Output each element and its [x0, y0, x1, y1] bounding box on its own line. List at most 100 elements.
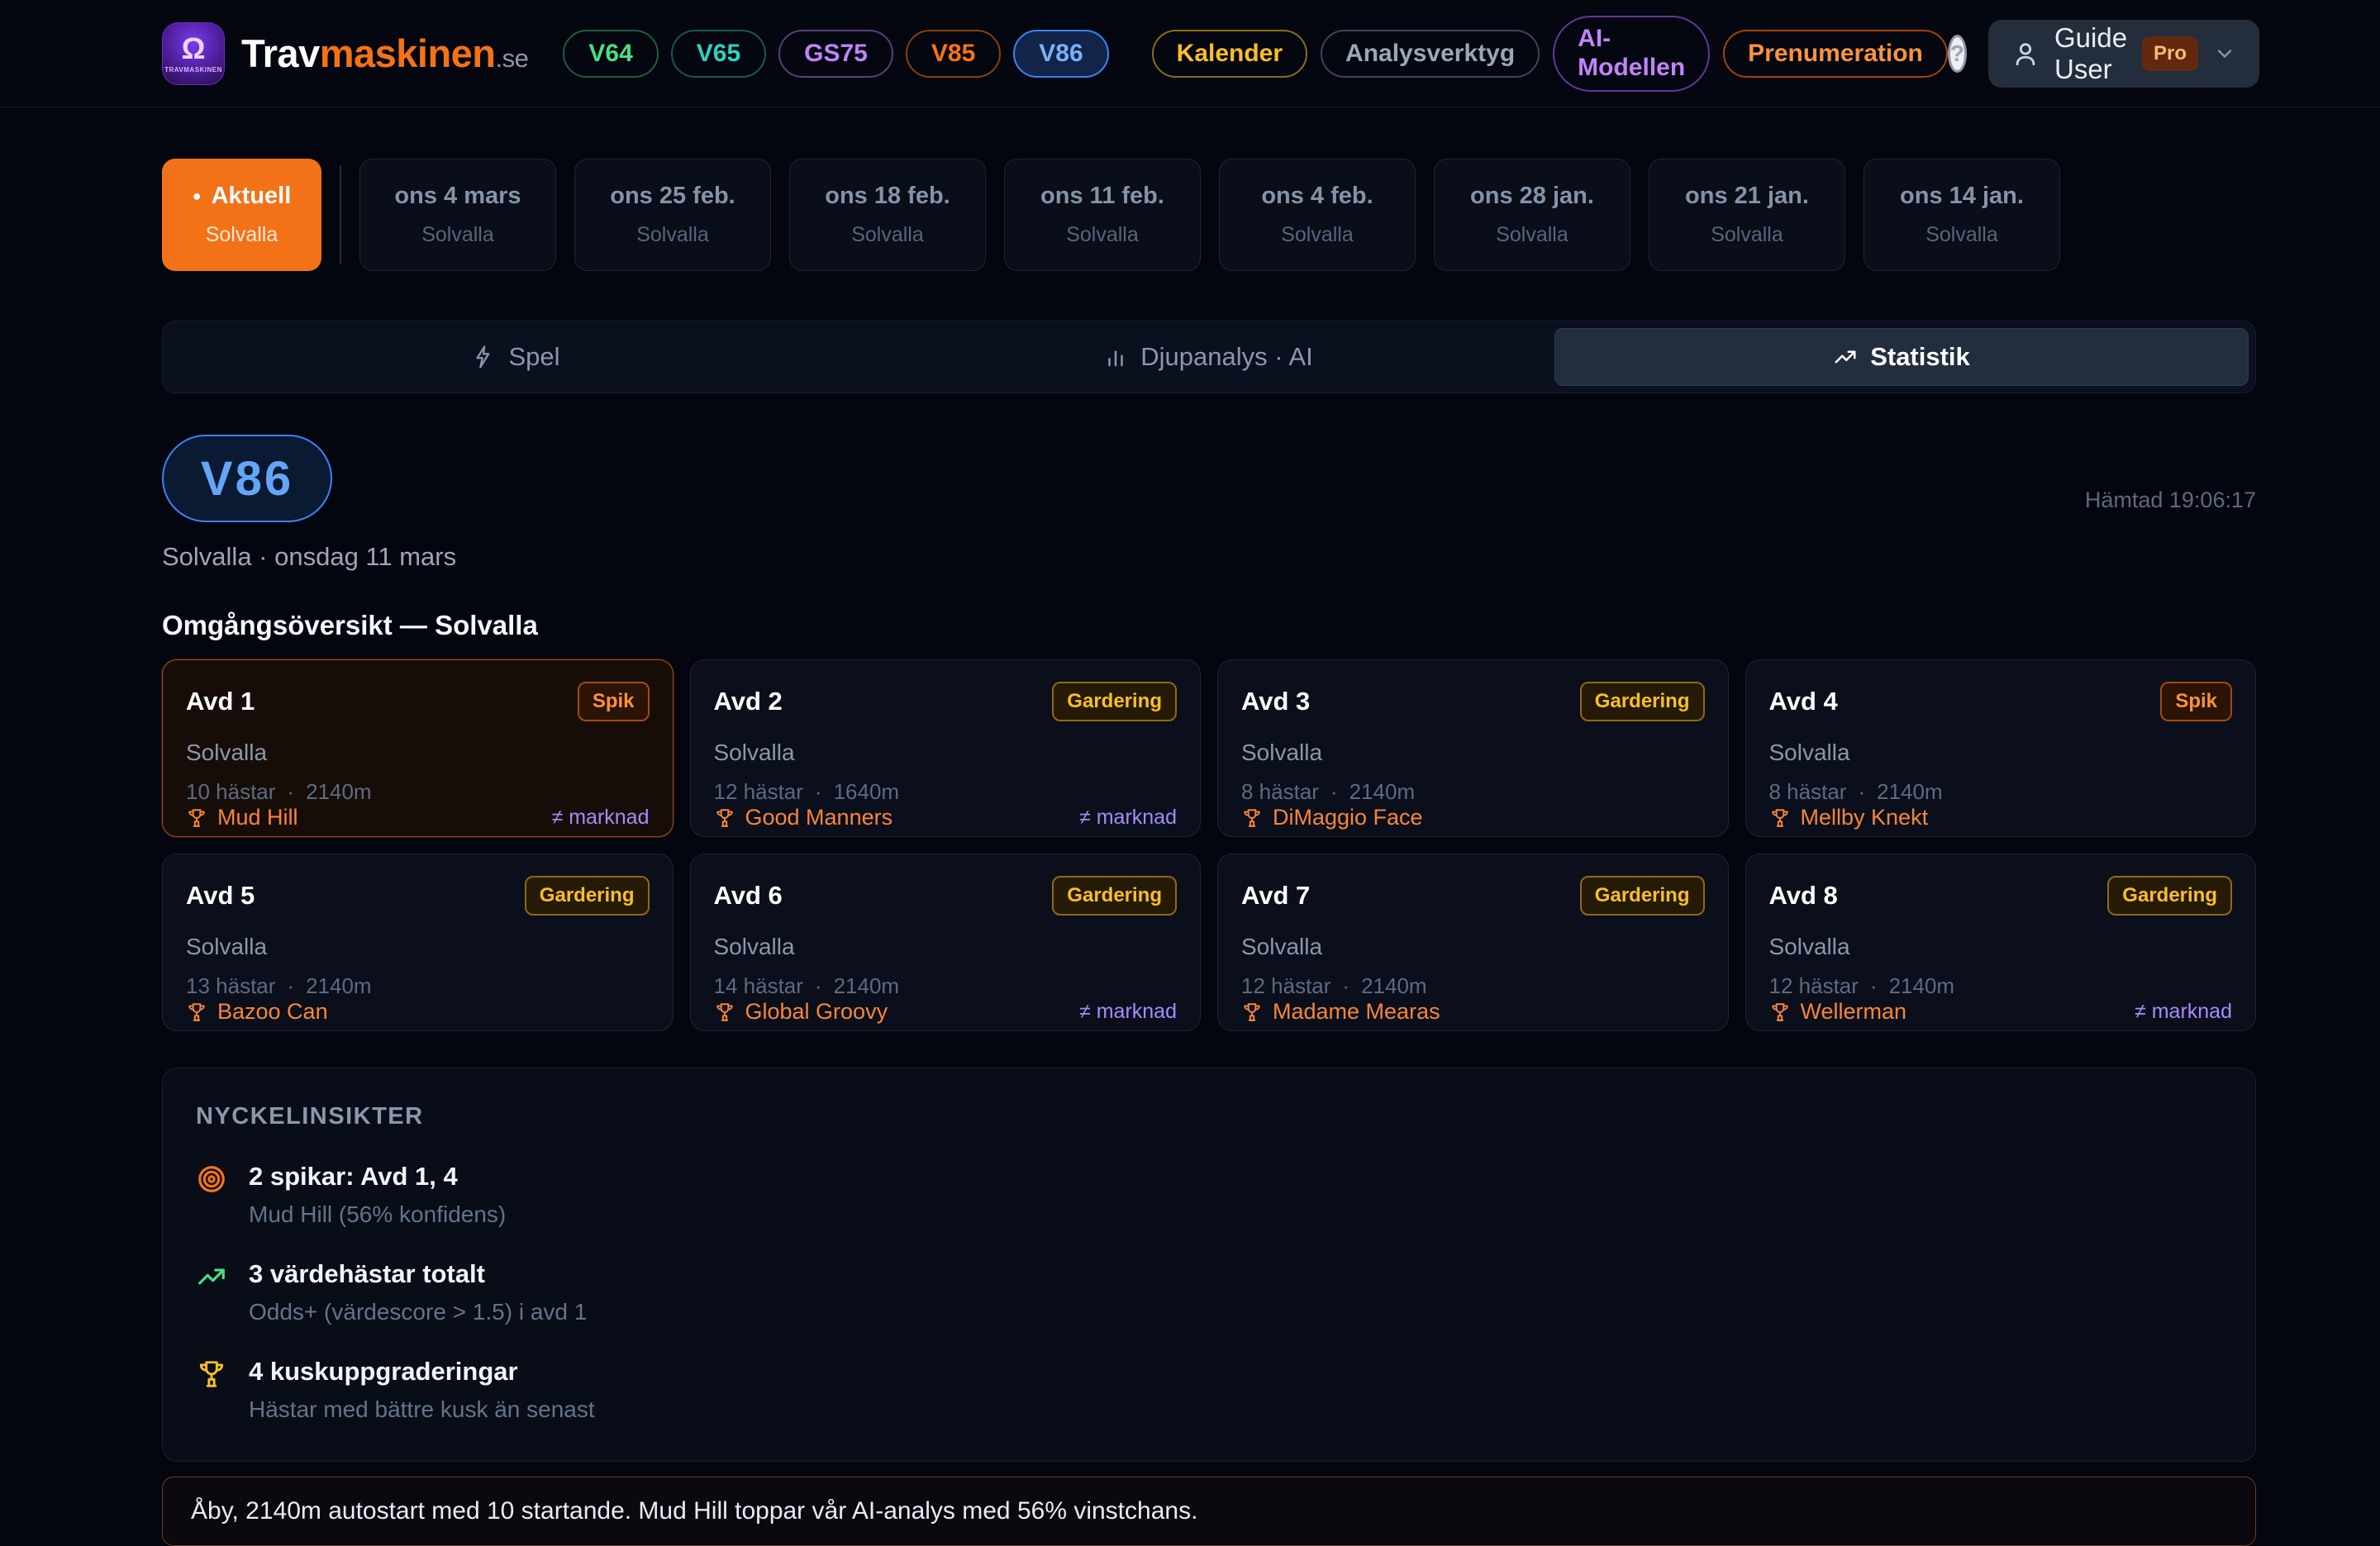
race-card-avd8[interactable]: Avd 8 Gardering Solvalla 12 hästar · 214…: [1745, 854, 2256, 1031]
nav-link-kalender[interactable]: Kalender: [1151, 29, 1308, 78]
race-meta: 8 hästar · 2140m: [1769, 779, 2233, 805]
date-tab-5[interactable]: ons 4 feb. Solvalla: [1219, 159, 1416, 271]
top-horse: Mud Hill: [186, 805, 298, 830]
view-tab-bar: Spel Djupanalys · AI Statistik: [162, 321, 2256, 393]
race-meta: 13 hästar · 2140m: [186, 973, 650, 999]
market-diff-flag: ≠ marknad: [1079, 1000, 1177, 1023]
nav-pill-v65[interactable]: V65: [670, 29, 767, 78]
date-tab-subtitle: Solvalla: [1496, 223, 1568, 246]
nav-link-ai-modellen[interactable]: AI-Modellen: [1553, 15, 1711, 92]
date-tab-3[interactable]: ons 18 feb. Solvalla: [789, 159, 986, 271]
tab-djupanalys-ai[interactable]: Djupanalys · AI: [862, 328, 1554, 386]
page-title: Omgångsöversikt — Solvalla: [162, 610, 538, 640]
nav-link-analysverktyg[interactable]: Analysverktyg: [1321, 29, 1540, 78]
dot-separator: ·: [814, 779, 822, 804]
top-horse: Bazoo Can: [186, 999, 328, 1025]
race-meta: 12 hästar · 2140m: [1241, 973, 1705, 999]
insight-title: 4 kuskuppgraderingar: [249, 1357, 518, 1386]
trophy-icon: [1241, 1001, 1263, 1023]
race-track: Solvalla: [713, 740, 795, 765]
race-track: Solvalla: [1768, 934, 1850, 959]
race-horse-count: 14 hästar: [713, 973, 803, 998]
insight-kuskuppgraderingar: 4 kuskuppgraderingar Hästar med bättre k…: [196, 1357, 2222, 1423]
race-card-grid: Avd 1 Spik Solvalla 10 hästar · 2140m Mu…: [162, 659, 2256, 1031]
insight-title: 2 spikar: Avd 1, 4: [249, 1162, 458, 1191]
nav-pill-v64[interactable]: V64: [563, 29, 659, 78]
race-card-avd1[interactable]: Avd 1 Spik Solvalla 10 hästar · 2140m Mu…: [162, 659, 674, 837]
top-horse: DiMaggio Face: [1241, 805, 1423, 830]
gardering-badge: Gardering: [1579, 876, 1705, 916]
insight-subtitle: Odds+ (värdescore > 1.5) i avd 1: [249, 1299, 588, 1325]
race-distance: 2140m: [1361, 973, 1427, 998]
date-tab-bar: ● Aktuell Solvalla ons 4 mars Solvalla on…: [162, 159, 2256, 271]
help-icon[interactable]: ?: [1947, 34, 1967, 73]
nav-pill-v86[interactable]: V86: [1013, 29, 1109, 78]
race-horse-count: 8 hästar: [1241, 779, 1319, 804]
date-tab-7[interactable]: ons 21 jan. Solvalla: [1649, 159, 1845, 271]
race-title: Avd 3: [1241, 687, 1311, 716]
brand-logo[interactable]: Ω TRAVMASKINEN: [162, 21, 225, 85]
date-tab-6[interactable]: ons 28 jan. Solvalla: [1434, 159, 1630, 271]
tab-statistik[interactable]: Statistik: [1554, 328, 2249, 386]
date-tab-1[interactable]: ons 4 mars Solvalla: [359, 159, 556, 271]
date-tab-4[interactable]: ons 11 feb. Solvalla: [1004, 159, 1201, 271]
race-title: Avd 2: [713, 687, 783, 716]
brand-wordmark[interactable]: Travmaskinen.se: [241, 31, 529, 76]
race-track: Solvalla: [186, 934, 268, 959]
tab-spel[interactable]: Spel: [169, 328, 862, 386]
person-icon: [2011, 40, 2040, 68]
race-card-avd4[interactable]: Avd 4 Spik Solvalla 8 hästar · 2140m Mel…: [1745, 659, 2256, 837]
brand-tld: .se: [495, 44, 529, 73]
race-meta: 10 hästar · 2140m: [186, 779, 650, 805]
date-tab-divider: [340, 165, 341, 264]
trophy-icon: [714, 807, 735, 829]
date-tab-title: ons 18 feb.: [825, 183, 950, 209]
nav-link-prenumeration[interactable]: Prenumeration: [1723, 29, 1948, 78]
race-card-avd5[interactable]: Avd 5 Gardering Solvalla 13 hästar · 214…: [162, 854, 674, 1031]
nav-pill-v85[interactable]: V85: [905, 29, 1002, 78]
date-tab-title: ons 25 feb.: [610, 183, 735, 209]
brand-name-secondary: maskinen: [319, 31, 496, 75]
main-content: ● Aktuell Solvalla ons 4 mars Solvalla on…: [0, 107, 2380, 1546]
date-tab-title: ons 4 mars: [394, 183, 521, 209]
trophy-icon: [1769, 1001, 1791, 1023]
race-card-avd6[interactable]: Avd 6 Gardering Solvalla 14 hästar · 214…: [689, 854, 1201, 1031]
dot-separator: ·: [287, 779, 295, 804]
race-card-avd7[interactable]: Avd 7 Gardering Solvalla 12 hästar · 214…: [1217, 854, 1729, 1031]
date-tab-subtitle: Solvalla: [421, 223, 494, 246]
date-tab-subtitle: Solvalla: [1066, 223, 1139, 246]
date-tab-subtitle: Solvalla: [1281, 223, 1354, 246]
dot-separator: ·: [814, 973, 822, 998]
top-horse: Global Groovy: [714, 999, 888, 1025]
race-distance: 2140m: [833, 973, 900, 998]
top-horse-name: Wellerman: [1800, 999, 1907, 1024]
date-tab-title: Aktuell: [211, 183, 292, 209]
nav-link-group: Kalender Analysverktyg AI-Modellen Prenu…: [1151, 15, 1948, 92]
date-tab-2[interactable]: ons 25 feb. Solvalla: [574, 159, 771, 271]
date-tab-aktuell[interactable]: ● Aktuell Solvalla: [162, 159, 321, 271]
insight-subtitle: Hästar med bättre kusk än senast: [249, 1396, 595, 1422]
top-horse-name: Mellby Knekt: [1800, 805, 1929, 830]
date-tab-title: ons 4 feb.: [1261, 183, 1373, 209]
dot-separator: ·: [1858, 779, 1866, 804]
trend-up-icon: [1833, 345, 1858, 369]
key-insights-panel: NYCKELINSIKTER 2 spikar: Avd 1, 4 Mud Hi…: [162, 1068, 2256, 1462]
date-tab-subtitle: Solvalla: [205, 223, 278, 246]
gardering-badge: Gardering: [1052, 682, 1177, 721]
date-tab-subtitle: Solvalla: [636, 223, 709, 246]
date-tab-subtitle: Solvalla: [1711, 223, 1783, 246]
horseshoe-icon: Ω: [181, 31, 206, 65]
top-navbar: Ω TRAVMASKINEN Travmaskinen.se V64 V65 G…: [0, 0, 2380, 107]
top-horse: Madame Mearas: [1241, 999, 1440, 1025]
top-horse-name: Madame Mearas: [1273, 999, 1440, 1024]
game-pill-group: V64 V65 GS75 V85 V86: [563, 29, 1109, 78]
date-tab-8[interactable]: ons 14 jan. Solvalla: [1864, 159, 2060, 271]
round-header: V86 Solvalla · onsdag 11 mars Hämtad 19:…: [162, 435, 2256, 572]
date-tab-subtitle: Solvalla: [1925, 223, 1998, 246]
nav-pill-gs75[interactable]: GS75: [778, 29, 893, 78]
user-menu-button[interactable]: Guide User Pro: [1987, 19, 2260, 88]
race-card-avd3[interactable]: Avd 3 Gardering Solvalla 8 hästar · 2140…: [1217, 659, 1729, 837]
tab-label: Spel: [508, 342, 560, 371]
race-card-avd2[interactable]: Avd 2 Gardering Solvalla 12 hästar · 164…: [689, 659, 1201, 837]
race-distance: 2140m: [1888, 973, 1955, 998]
